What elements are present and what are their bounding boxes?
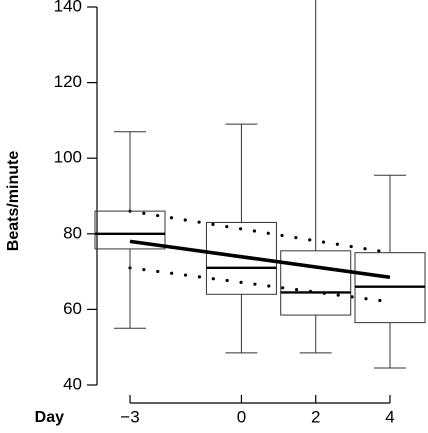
box-iqr <box>94 210 166 250</box>
y-tick-label: 120 <box>54 72 82 91</box>
y-tick-label: 100 <box>54 148 82 167</box>
x-tick-label: −3 <box>120 407 139 426</box>
box-day--3 <box>94 131 166 329</box>
x-tick-label: 2 <box>311 407 320 426</box>
box-day-4 <box>354 174 426 369</box>
box-day-0 <box>205 123 277 354</box>
box-day-2 <box>280 0 352 354</box>
y-tick-label: 40 <box>63 374 82 393</box>
y-tick-label: 80 <box>63 223 82 242</box>
y-tick-label: 140 <box>54 0 82 15</box>
x-axis-title: Day <box>35 409 64 426</box>
x-axis: −3 0 2 4 <box>120 395 395 426</box>
trend-line-group <box>129 239 391 280</box>
y-axis-title: Beats/minute <box>5 151 22 252</box>
trend-line <box>129 239 391 280</box>
box-series <box>94 0 426 369</box>
y-tick-label: 60 <box>63 299 82 318</box>
box-iqr <box>280 250 352 316</box>
box-iqr <box>205 221 277 295</box>
x-tick-label: 0 <box>237 407 246 426</box>
x-tick-label: 4 <box>385 407 394 426</box>
y-axis: 40 60 80 100 120 140 <box>54 0 98 393</box>
